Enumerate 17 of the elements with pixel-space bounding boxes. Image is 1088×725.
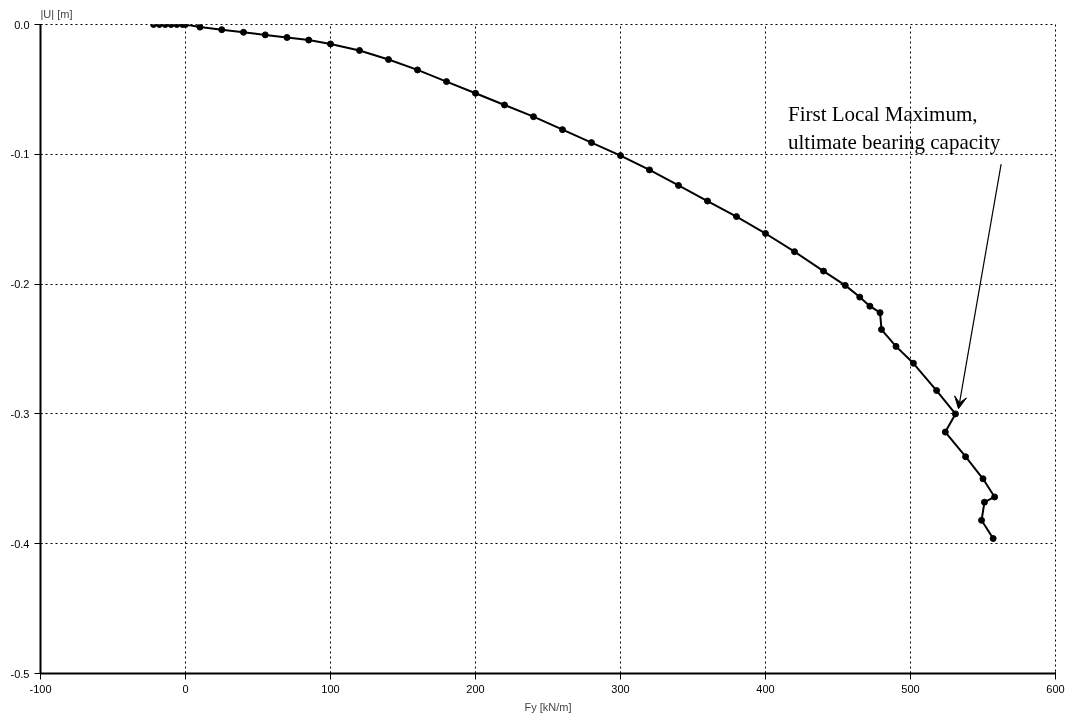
x-tick-label: 100 <box>321 682 340 695</box>
y-tick-label: -0.4 <box>10 537 30 550</box>
x-tick-label: 0 <box>182 682 189 695</box>
y-tick-label: 0.0 <box>14 18 30 31</box>
x-tick-label: 400 <box>756 682 775 695</box>
y-tick-label: -0.5 <box>10 667 30 680</box>
y-axis-title: |U| [m] <box>40 7 73 20</box>
y-tick-label: -0.1 <box>10 148 30 161</box>
x-tick-label: 200 <box>466 682 485 695</box>
x-tick-label: 300 <box>611 682 630 695</box>
y-tick-label: -0.3 <box>10 407 30 420</box>
x-axis-title: Fy [kN/m] <box>524 700 572 713</box>
y-tick-label: -0.2 <box>10 278 30 291</box>
annotation: First Local Maximum, ultimate bearing capacity <box>787 101 1001 155</box>
x-tick-label: 500 <box>901 682 920 695</box>
x-tick-label: -100 <box>29 682 52 695</box>
x-tick-label: 600 <box>1046 682 1065 695</box>
